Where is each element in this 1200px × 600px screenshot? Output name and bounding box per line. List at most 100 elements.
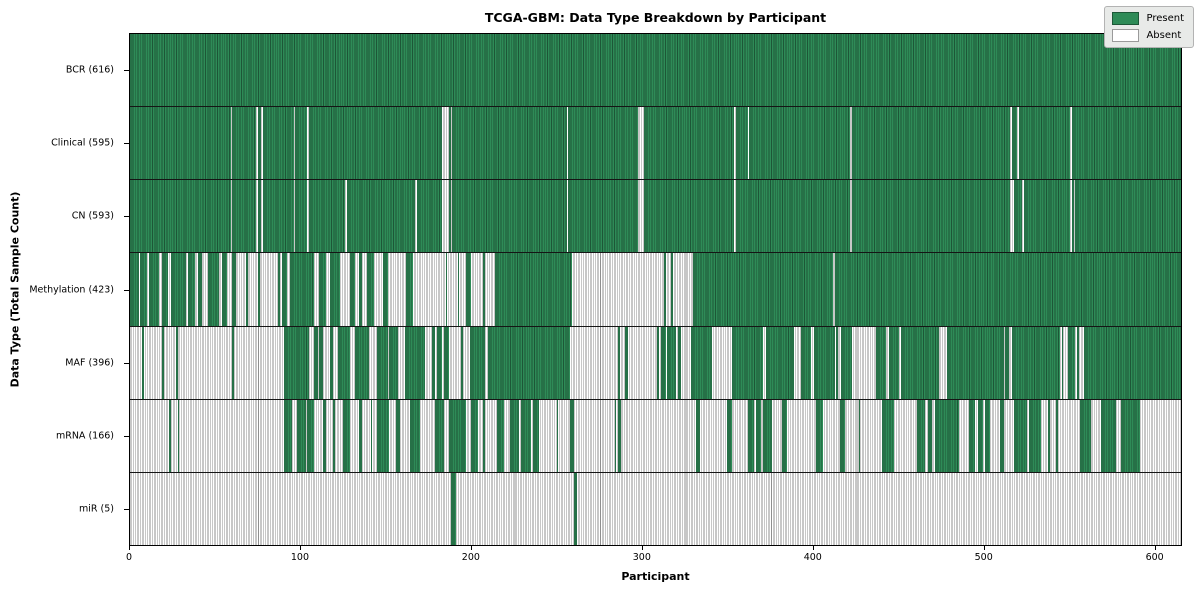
present-segment [617,326,620,399]
present-segment [314,326,318,399]
present-segment [232,180,257,253]
y-tick-label-mrna: mRNA (166) [55,430,114,442]
present-segment [443,326,450,399]
present-segment [660,326,666,399]
present-segment [148,253,159,326]
present-segment [232,326,235,399]
present-segment [747,399,755,472]
heatmap-row-maf [130,326,1181,400]
present-segment [483,399,485,472]
y-tick-label-bcr: BCR (616) [65,64,114,76]
present-segment [928,399,932,472]
present-segment [1013,180,1023,253]
present-segment [851,180,1011,253]
present-segment [309,180,345,253]
present-segment [460,326,463,399]
present-segment [1005,326,1009,399]
present-segment [667,326,676,399]
present-segment [935,399,960,472]
present-segment [445,253,448,326]
present-segment [1075,180,1181,253]
present-segment [232,107,257,180]
legend: Present Absent [1104,6,1194,48]
present-segment [766,326,794,399]
present-segment [333,399,335,472]
present-segment [358,253,363,326]
present-segment [573,472,577,545]
present-segment [800,326,811,399]
present-segment [1000,399,1004,472]
present-segment [319,253,327,326]
present-segment [882,399,895,472]
present-segment [1080,399,1091,472]
present-segment [370,399,373,472]
chart-title: TCGA-GBM: Data Type Breakdown by Partici… [484,10,827,25]
present-segment [350,253,356,326]
present-segment [643,107,734,180]
present-segment [322,399,327,472]
present-segment [839,399,845,472]
present-segment [735,107,748,180]
present-segment [1100,399,1117,472]
y-tick-label-mir: miR (5) [79,503,114,515]
present-segment [1047,399,1050,472]
present-segment [556,399,559,472]
x-tick-mark [641,546,643,550]
present-segment [338,326,351,399]
present-segment [162,253,168,326]
y-tick-label-clinical: Clinical (595) [51,137,114,149]
present-segment [624,326,629,399]
x-axis-title: Participant [621,570,690,583]
present-segment [130,180,231,253]
present-segment [377,399,390,472]
present-segment [614,399,617,472]
present-segment [232,253,236,326]
present-segment [727,399,733,472]
y-tick-label-methylation: Methylation (423) [29,284,114,295]
present-swatch-icon [1112,12,1140,25]
present-segment [488,326,571,399]
present-segment [1076,326,1079,399]
present-segment [664,253,666,326]
present-segment [756,399,762,472]
present-segment [130,34,1181,107]
present-segment [836,326,839,399]
present-segment [257,107,262,180]
present-segment [367,253,374,326]
present-segment [130,253,139,326]
present-segment [257,180,262,253]
present-segment [762,399,772,472]
heatmap-row-bcr [130,34,1181,108]
present-segment [198,253,202,326]
x-tick-mark [1154,546,1156,550]
present-segment [281,253,287,326]
present-segment [735,180,850,253]
present-segment [297,399,306,472]
present-segment [358,399,363,472]
present-segment [677,326,682,399]
present-segment [382,253,388,326]
present-segment [343,399,351,472]
present-segment [496,399,504,472]
present-segment [319,326,323,399]
present-segment [416,180,443,253]
present-segment [404,326,426,399]
present-segment [696,399,700,472]
present-segment [449,180,451,253]
present-segment [449,107,451,180]
present-segment [532,399,540,472]
present-segment [141,326,144,399]
present-segment [901,326,939,399]
present-segment [170,253,187,326]
present-segment [208,253,219,326]
present-segment [290,253,315,326]
legend-label-absent: Absent [1146,30,1182,41]
present-segment [977,399,984,472]
present-segment [1012,107,1018,180]
present-segment [346,180,415,253]
present-segment [471,399,479,472]
x-tick-label-600: 600 [1145,552,1164,563]
present-segment [329,326,334,399]
present-segment [377,326,388,399]
